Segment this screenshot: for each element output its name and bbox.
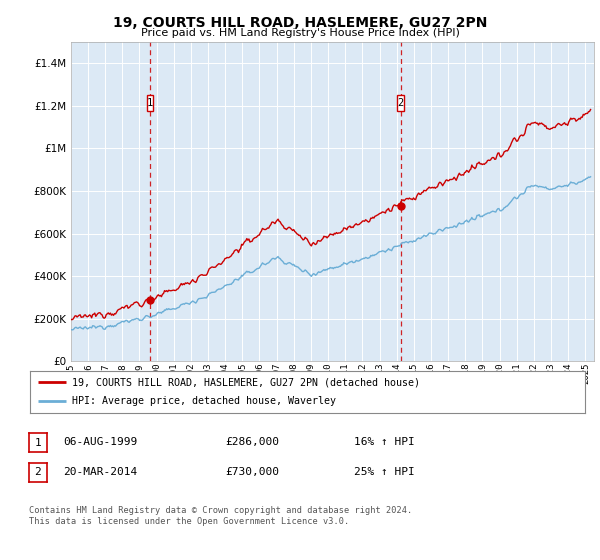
Text: Contains HM Land Registry data © Crown copyright and database right 2024.
This d: Contains HM Land Registry data © Crown c… bbox=[29, 506, 412, 526]
Text: 1: 1 bbox=[146, 97, 153, 108]
Text: 20-MAR-2014: 20-MAR-2014 bbox=[63, 466, 137, 477]
Text: Price paid vs. HM Land Registry's House Price Index (HPI): Price paid vs. HM Land Registry's House … bbox=[140, 28, 460, 38]
Text: £286,000: £286,000 bbox=[225, 437, 279, 447]
Text: 1: 1 bbox=[34, 438, 41, 448]
Text: 16% ↑ HPI: 16% ↑ HPI bbox=[354, 437, 415, 447]
Text: 25% ↑ HPI: 25% ↑ HPI bbox=[354, 466, 415, 477]
Text: £730,000: £730,000 bbox=[225, 466, 279, 477]
Text: 2: 2 bbox=[397, 97, 404, 108]
Text: HPI: Average price, detached house, Waverley: HPI: Average price, detached house, Wave… bbox=[71, 396, 335, 406]
Text: 2: 2 bbox=[34, 467, 41, 477]
Text: 19, COURTS HILL ROAD, HASLEMERE, GU27 2PN: 19, COURTS HILL ROAD, HASLEMERE, GU27 2P… bbox=[113, 16, 487, 30]
Text: 06-AUG-1999: 06-AUG-1999 bbox=[63, 437, 137, 447]
Bar bbox=[146, 95, 153, 111]
Text: 19, COURTS HILL ROAD, HASLEMERE, GU27 2PN (detached house): 19, COURTS HILL ROAD, HASLEMERE, GU27 2P… bbox=[71, 377, 419, 388]
Bar bbox=[397, 95, 404, 111]
